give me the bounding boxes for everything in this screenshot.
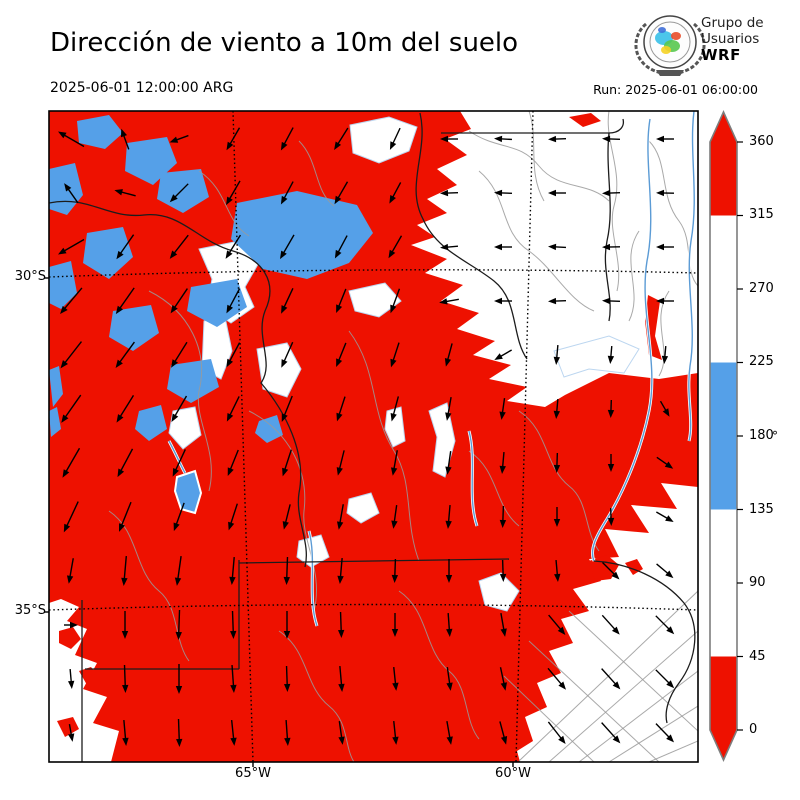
wrf-users-group-logo-emblem (634, 15, 706, 76)
department-boundaries (108, 111, 698, 762)
cbtick-315: 315 (749, 207, 774, 222)
latlon-gridlines (49, 111, 698, 762)
wrf-users-group-logo-text: Grupo de Usuarios WRF (701, 15, 764, 63)
ytick-35s: 35°S (14, 603, 46, 618)
logo-line-1: Grupo de (701, 15, 764, 31)
province-boundaries (49, 112, 696, 762)
ytick-30s: 30°S (14, 269, 46, 284)
valid-time-label: 2025-06-01 12:00:00 ARG (50, 80, 234, 96)
map-plot-area (49, 111, 698, 762)
cbtick-270: 270 (749, 281, 774, 296)
colorbar (709, 110, 743, 762)
wind-direction-blue-shading (49, 115, 373, 443)
colorbar-unit-label: ° (772, 429, 778, 443)
logo-line-2: Usuarios (701, 31, 760, 47)
map-frame (48, 110, 699, 763)
cbtick-225: 225 (749, 354, 774, 369)
cbtick-180: 180 (749, 428, 774, 443)
cbtick-90: 90 (749, 575, 766, 590)
cbtick-45: 45 (749, 649, 766, 664)
cbtick-360: 360 (749, 134, 774, 149)
lake-mar-chiquita (173, 469, 203, 515)
xtick-60w: 60°W (495, 766, 531, 781)
rivers (167, 111, 696, 627)
colorbar-upper-arrow (710, 112, 737, 142)
page-title: Dirección de viento a 10m del suelo (50, 28, 519, 58)
cbtick-0: 0 (749, 722, 758, 737)
xtick-65w: 65°W (235, 766, 271, 781)
wind-vector-arrows (58, 127, 675, 747)
run-time-label: Run: 2025-06-01 06:00:00 (593, 82, 758, 97)
logo-line-wrf: WRF (701, 46, 741, 64)
cbtick-135: 135 (749, 502, 774, 517)
colorbar-lower-arrow (710, 730, 737, 760)
